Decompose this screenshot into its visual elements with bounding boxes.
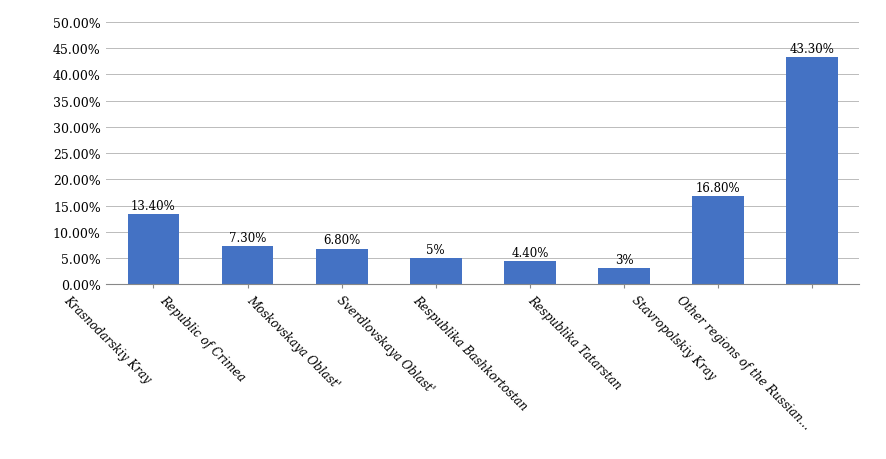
Text: 6.80%: 6.80% — [323, 234, 361, 247]
Bar — [504, 262, 556, 285]
Text: 5%: 5% — [426, 243, 445, 256]
Bar — [692, 196, 744, 285]
Bar — [410, 258, 462, 285]
Text: 7.30%: 7.30% — [229, 231, 266, 244]
Bar — [128, 214, 179, 285]
Bar — [598, 269, 650, 285]
Bar — [787, 58, 838, 285]
Text: 13.40%: 13.40% — [131, 199, 175, 213]
Bar — [222, 246, 274, 285]
Text: 4.40%: 4.40% — [511, 246, 548, 259]
Text: 3%: 3% — [615, 254, 633, 267]
Bar — [315, 249, 368, 285]
Text: 43.30%: 43.30% — [790, 43, 835, 56]
Text: 16.80%: 16.80% — [696, 182, 741, 195]
